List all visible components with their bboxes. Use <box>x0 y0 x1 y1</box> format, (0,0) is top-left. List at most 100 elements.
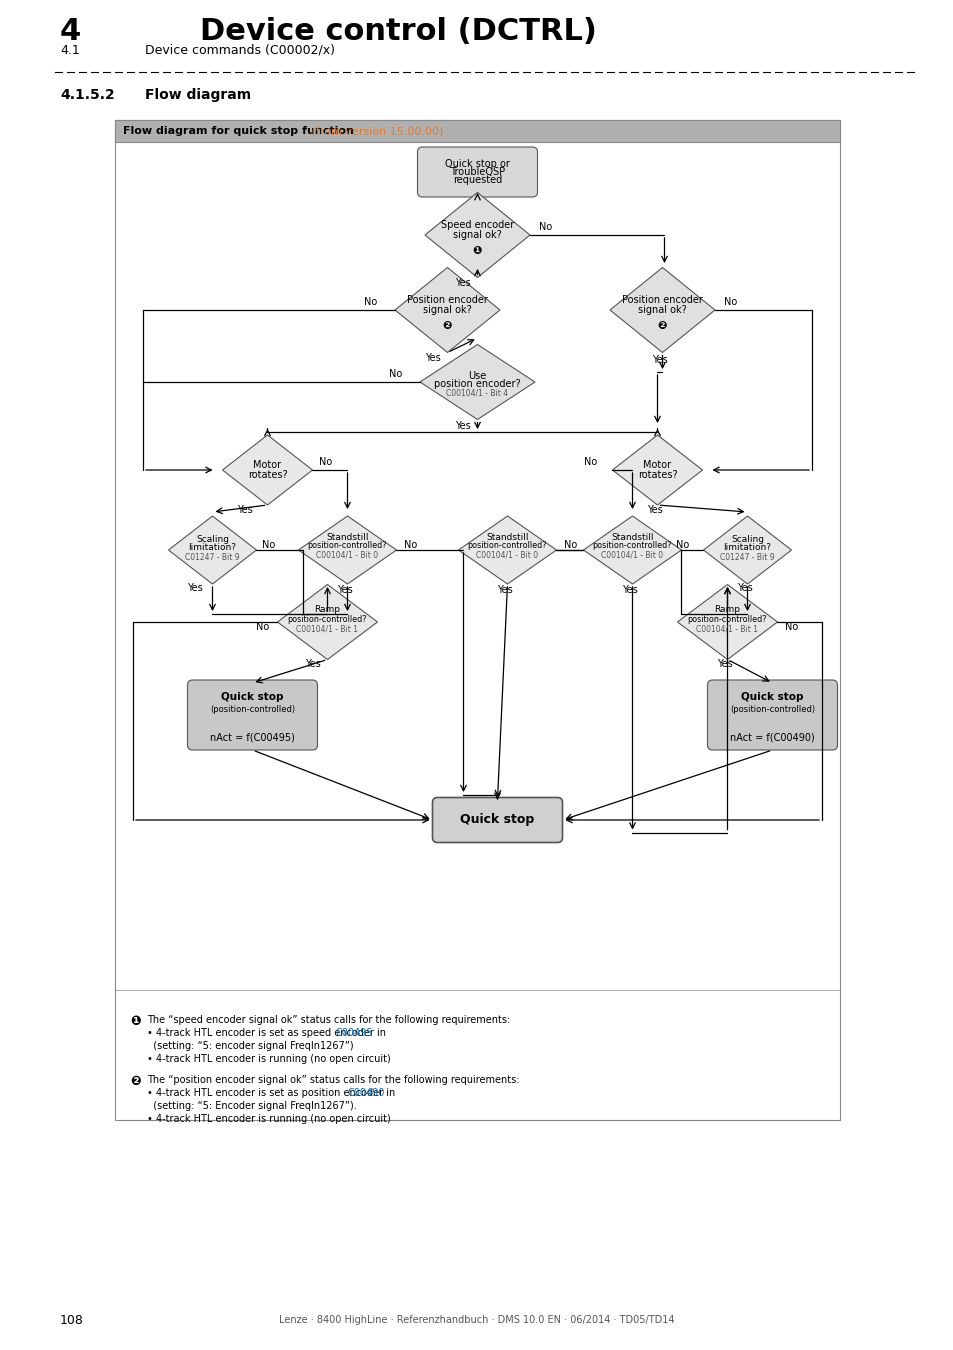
Text: Yes: Yes <box>497 585 513 595</box>
Polygon shape <box>458 516 556 585</box>
Text: position-controlled?: position-controlled? <box>288 614 367 624</box>
Text: No: No <box>723 297 737 306</box>
Text: Yes: Yes <box>455 421 471 431</box>
Polygon shape <box>115 120 840 1120</box>
Text: (setting: “5: Encoder signal FreqIn1267”).: (setting: “5: Encoder signal FreqIn1267”… <box>147 1102 356 1111</box>
Text: • 4-track HTL encoder is running (no open circuit): • 4-track HTL encoder is running (no ope… <box>147 1114 391 1125</box>
Text: No: No <box>319 458 333 467</box>
Text: position-controlled?: position-controlled? <box>592 541 672 551</box>
Text: limitation?: limitation? <box>722 544 771 552</box>
Text: position-controlled?: position-controlled? <box>687 614 766 624</box>
FancyBboxPatch shape <box>188 680 317 751</box>
Text: position-controlled?: position-controlled? <box>467 541 547 551</box>
Polygon shape <box>169 516 256 585</box>
Text: No: No <box>539 221 552 232</box>
Text: Yes: Yes <box>647 505 662 514</box>
Text: nAct = f(C00490): nAct = f(C00490) <box>729 732 814 742</box>
Text: C00495: C00495 <box>335 1027 373 1038</box>
Text: Motor: Motor <box>642 460 671 470</box>
Text: C00104/1 - Bit 0: C00104/1 - Bit 0 <box>316 551 378 559</box>
Polygon shape <box>612 435 701 505</box>
Text: The “position encoder signal ok” status calls for the following requirements:: The “position encoder signal ok” status … <box>147 1075 519 1085</box>
FancyBboxPatch shape <box>417 147 537 197</box>
Text: Yes: Yes <box>337 585 353 595</box>
Text: No: No <box>364 297 377 306</box>
Text: limitation?: limitation? <box>189 544 236 552</box>
Polygon shape <box>702 516 791 585</box>
Text: No: No <box>262 540 275 549</box>
Text: (position-controlled): (position-controlled) <box>210 705 294 714</box>
Text: C01247 - Bit 9: C01247 - Bit 9 <box>720 554 774 563</box>
Text: nAct = f(C00495): nAct = f(C00495) <box>210 732 294 742</box>
Text: C00104/1 - Bit 1: C00104/1 - Bit 1 <box>296 625 358 633</box>
Text: • 4-track HTL encoder is set as speed encoder in: • 4-track HTL encoder is set as speed en… <box>147 1027 389 1038</box>
Text: Yes: Yes <box>188 583 203 593</box>
Text: signal ok?: signal ok? <box>423 305 472 315</box>
Polygon shape <box>609 267 714 352</box>
Text: Yes: Yes <box>652 355 667 364</box>
Text: 4.1: 4.1 <box>60 43 80 57</box>
Text: 4: 4 <box>60 18 81 46</box>
Text: No: No <box>564 540 578 549</box>
Text: Position encoder: Position encoder <box>407 296 487 305</box>
Text: C01247 - Bit 9: C01247 - Bit 9 <box>185 554 239 563</box>
Text: Quick stop: Quick stop <box>740 693 803 702</box>
Text: Ramp: Ramp <box>714 606 740 614</box>
Text: No: No <box>389 369 402 379</box>
Polygon shape <box>222 435 313 505</box>
Text: position-controlled?: position-controlled? <box>308 541 387 551</box>
Text: requested: requested <box>453 176 501 185</box>
Text: Yes: Yes <box>455 278 471 288</box>
Text: Use: Use <box>468 371 486 381</box>
Text: Quick stop: Quick stop <box>221 693 283 702</box>
Text: rotates?: rotates? <box>248 470 287 481</box>
Polygon shape <box>419 344 535 420</box>
Text: C00104/1 - Bit 4: C00104/1 - Bit 4 <box>446 389 508 397</box>
Text: TroubleQSP: TroubleQSP <box>450 167 504 177</box>
Text: Yes: Yes <box>425 352 441 363</box>
Text: C00104/1 - Bit 1: C00104/1 - Bit 1 <box>696 625 758 633</box>
Polygon shape <box>395 267 499 352</box>
Text: No: No <box>583 458 597 467</box>
Text: Scaling: Scaling <box>195 536 229 544</box>
Text: Quick stop: Quick stop <box>460 814 534 826</box>
Text: Flow diagram for quick stop function: Flow diagram for quick stop function <box>123 126 354 136</box>
Text: No: No <box>256 622 269 632</box>
Text: Yes: Yes <box>237 505 253 514</box>
Text: Scaling: Scaling <box>730 536 763 544</box>
Text: ❷: ❷ <box>658 321 666 331</box>
Text: Yes: Yes <box>737 583 753 593</box>
Polygon shape <box>677 585 777 660</box>
Text: position encoder?: position encoder? <box>434 379 520 389</box>
Text: (setting: “5: encoder signal FreqIn1267”): (setting: “5: encoder signal FreqIn1267”… <box>147 1041 354 1052</box>
Text: ❶: ❶ <box>130 1015 140 1027</box>
Text: ❶: ❶ <box>473 246 481 256</box>
Text: C00104/1 - Bit 0: C00104/1 - Bit 0 <box>476 551 538 559</box>
Polygon shape <box>298 516 396 585</box>
Text: C00490: C00490 <box>347 1088 384 1098</box>
Text: Standstill: Standstill <box>611 533 653 543</box>
Text: ❷: ❷ <box>442 321 452 331</box>
Text: C00104/1 - Bit 0: C00104/1 - Bit 0 <box>600 551 663 559</box>
Text: (position-controlled): (position-controlled) <box>729 705 814 714</box>
Text: Flow diagram: Flow diagram <box>145 88 251 103</box>
Text: The “speed encoder signal ok” status calls for the following requirements:: The “speed encoder signal ok” status cal… <box>147 1015 510 1025</box>
Text: Speed encoder: Speed encoder <box>440 220 514 230</box>
Text: Device commands (C00002/x): Device commands (C00002/x) <box>145 43 335 57</box>
Text: Yes: Yes <box>717 659 733 670</box>
Text: Standstill: Standstill <box>486 533 528 543</box>
FancyBboxPatch shape <box>432 798 562 842</box>
Text: ❷: ❷ <box>130 1075 140 1088</box>
Text: No: No <box>404 540 417 549</box>
Polygon shape <box>583 516 680 585</box>
Text: Quick stop or: Quick stop or <box>445 159 510 169</box>
Text: Yes: Yes <box>305 659 321 670</box>
Text: No: No <box>676 540 689 549</box>
Text: signal ok?: signal ok? <box>638 305 686 315</box>
Text: Yes: Yes <box>622 585 638 595</box>
Text: No: No <box>784 622 798 632</box>
Polygon shape <box>115 120 840 142</box>
Polygon shape <box>424 193 530 278</box>
Text: Ramp: Ramp <box>314 606 340 614</box>
Text: signal ok?: signal ok? <box>453 230 501 240</box>
